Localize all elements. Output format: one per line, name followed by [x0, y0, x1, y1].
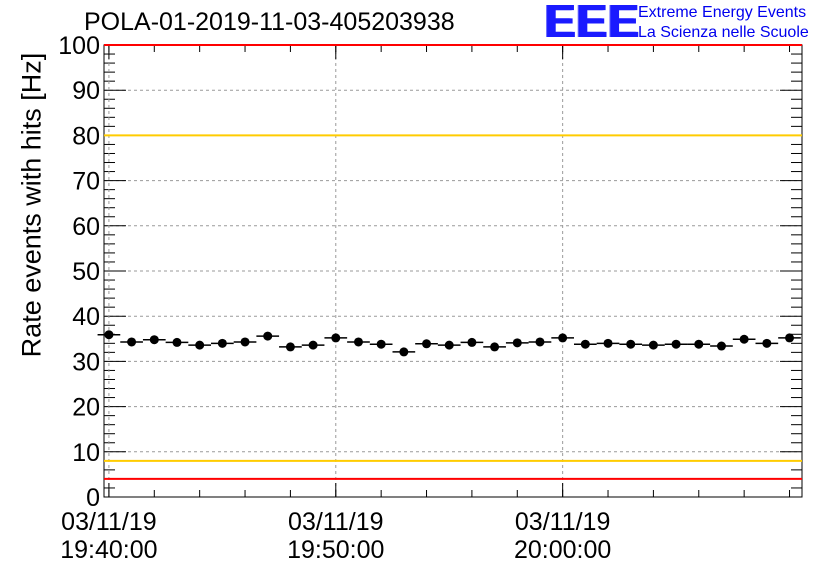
data-point [263, 331, 273, 341]
x-tick-date: 03/11/19 [61, 508, 156, 536]
data-point [376, 339, 386, 349]
x-tick-time: 19:50:00 [287, 536, 384, 564]
data-point [149, 335, 159, 345]
y-tick-label: 40 [72, 303, 100, 331]
data-point [217, 338, 227, 348]
x-tick-date: 03/11/19 [515, 508, 610, 536]
data-point [535, 337, 545, 347]
data-point [353, 337, 363, 347]
y-tick-label: 10 [72, 439, 100, 467]
y-tick-label: 100 [58, 32, 100, 60]
data-point [716, 341, 726, 351]
data-point [331, 333, 341, 343]
data-point [285, 342, 295, 352]
data-point [444, 340, 454, 350]
data-point [467, 337, 477, 347]
x-tick-time: 19:40:00 [60, 536, 157, 564]
data-point [195, 340, 205, 350]
data-point [422, 339, 432, 349]
logo-line-1: Extreme Energy Events [638, 4, 807, 21]
y-tick-label: 90 [72, 77, 100, 105]
data-point [762, 338, 772, 348]
y-tick-label: 50 [72, 258, 100, 286]
y-tick-label: 60 [72, 213, 100, 241]
data-point [785, 333, 795, 343]
data-point [739, 334, 749, 344]
data-point [308, 340, 318, 350]
data-point [490, 342, 500, 352]
data-point [603, 338, 613, 348]
y-tick-label: 20 [72, 394, 100, 422]
data-point [172, 337, 182, 347]
data-point [558, 333, 568, 343]
data-point [694, 339, 704, 349]
y-tick-label: 0 [86, 484, 100, 512]
data-point [104, 330, 114, 340]
eee-logo-mark: EEE [544, 0, 640, 47]
y-tick-label: 80 [72, 122, 100, 150]
data-point [399, 347, 409, 357]
data-point [127, 337, 137, 347]
data-point [648, 340, 658, 350]
data-point [240, 337, 250, 347]
y-tick-label: 70 [72, 168, 100, 196]
x-tick-date: 03/11/19 [288, 508, 383, 536]
logo-line-2: La Scienza nelle Scuole [638, 24, 809, 41]
x-tick-time: 20:00:00 [514, 536, 611, 564]
data-point [580, 339, 590, 349]
chart-title: POLA-01-2019-11-03-405203938 [84, 8, 455, 36]
data-point [512, 338, 522, 348]
eee-logo: EEE Extreme Energy Events La Scienza nel… [544, 0, 824, 47]
data-point [671, 339, 681, 349]
data-point [626, 339, 636, 349]
y-tick-label: 30 [72, 348, 100, 376]
